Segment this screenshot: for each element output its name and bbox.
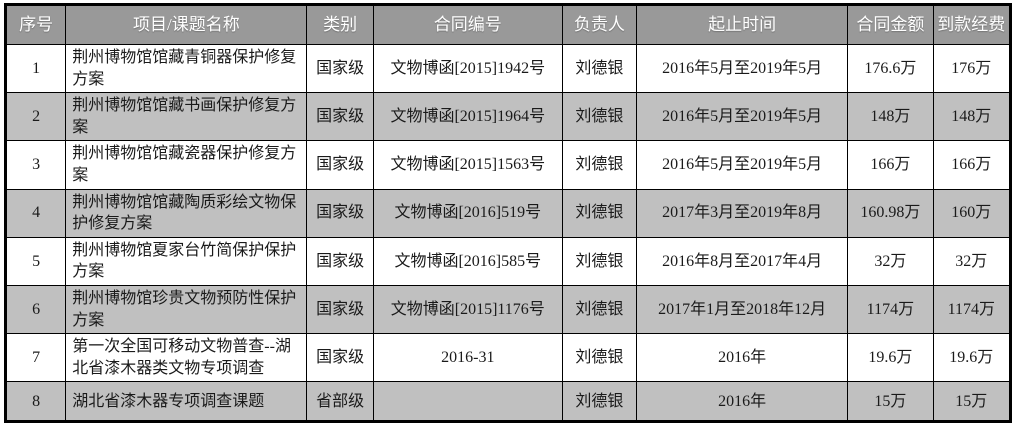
- cell-fund: 19.6万: [932, 333, 1012, 383]
- cell-fund: 176万: [932, 43, 1012, 94]
- cell-amount: 148万: [847, 92, 934, 142]
- cell-name: 荆州博物馆珍贵文物预防性保护方案: [65, 284, 308, 335]
- table-row: 2 荆州博物馆馆藏书画保护修复方案 国家级 文物博函[2015]1964号 刘德…: [4, 92, 1012, 142]
- cell-name: 荆州博物馆馆藏书画保护修复方案: [65, 92, 308, 142]
- table-row: 4 荆州博物馆馆藏陶质彩绘文物保护修复方案 国家级 文物博函[2016]519号…: [4, 188, 1012, 238]
- cell-period: 2017年3月至2019年8月: [636, 188, 849, 238]
- cell-amount: 160.98万: [847, 188, 934, 238]
- cell-name: 荆州博物馆馆藏瓷器保护修复方案: [65, 140, 308, 190]
- cell-amount: 15万: [847, 381, 934, 423]
- cell-contract: 文物博函[2016]519号: [372, 188, 563, 238]
- cell-index: 1: [4, 43, 67, 94]
- cell-amount: 32万: [847, 236, 934, 286]
- cell-leader: 刘德银: [561, 236, 638, 286]
- cell-leader: 刘德银: [561, 284, 638, 335]
- cell-category: 国家级: [306, 236, 374, 286]
- projects-table: 序号 项目/课题名称 类别 合同编号 负责人 起止时间 合同金额 到款经费 1 …: [4, 3, 1012, 424]
- cell-category: 国家级: [306, 140, 374, 190]
- cell-contract: [372, 381, 563, 423]
- column-header-fund: 到款经费: [932, 4, 1012, 45]
- cell-index: 6: [4, 284, 67, 335]
- cell-category: 国家级: [306, 92, 374, 142]
- cell-name: 荆州博物馆馆藏青铜器保护修复方案: [65, 43, 308, 94]
- header-row: 序号 项目/课题名称 类别 合同编号 负责人 起止时间 合同金额 到款经费: [4, 4, 1012, 45]
- cell-index: 2: [4, 92, 67, 142]
- column-header-contract: 合同编号: [372, 4, 563, 45]
- cell-period: 2016年5月至2019年5月: [636, 92, 849, 142]
- table-row: 5 荆州博物馆夏家台竹简保护保护方案 国家级 文物博函[2016]585号 刘德…: [4, 236, 1012, 286]
- cell-index: 5: [4, 236, 67, 286]
- cell-category: 国家级: [306, 284, 374, 335]
- cell-leader: 刘德银: [561, 92, 638, 142]
- cell-index: 7: [4, 333, 67, 383]
- cell-name: 湖北省漆木器专项调查课题: [65, 381, 308, 423]
- cell-period: 2017年1月至2018年12月: [636, 284, 849, 335]
- column-header-name: 项目/课题名称: [65, 4, 308, 45]
- cell-leader: 刘德银: [561, 333, 638, 383]
- cell-amount: 166万: [847, 140, 934, 190]
- cell-leader: 刘德银: [561, 140, 638, 190]
- cell-leader: 刘德银: [561, 43, 638, 94]
- cell-fund: 1174万: [932, 284, 1012, 335]
- cell-period: 2016年5月至2019年5月: [636, 140, 849, 190]
- cell-index: 3: [4, 140, 67, 190]
- table-row: 6 荆州博物馆珍贵文物预防性保护方案 国家级 文物博函[2015]1176号 刘…: [4, 284, 1012, 335]
- cell-leader: 刘德银: [561, 381, 638, 423]
- cell-amount: 19.6万: [847, 333, 934, 383]
- table-row: 1 荆州博物馆馆藏青铜器保护修复方案 国家级 文物博函[2015]1942号 刘…: [4, 43, 1012, 94]
- table-row: 3 荆州博物馆馆藏瓷器保护修复方案 国家级 文物博函[2015]1563号 刘德…: [4, 140, 1012, 190]
- table-header: 序号 项目/课题名称 类别 合同编号 负责人 起止时间 合同金额 到款经费: [4, 4, 1012, 45]
- column-header-period: 起止时间: [636, 4, 849, 45]
- cell-amount: 1174万: [847, 284, 934, 335]
- cell-fund: 166万: [932, 140, 1012, 190]
- column-header-category: 类别: [306, 4, 374, 45]
- table-row: 8 湖北省漆木器专项调查课题 省部级 刘德银 2016年 15万 15万: [4, 381, 1012, 423]
- cell-name: 第一次全国可移动文物普查--湖北省漆木器类文物专项调查: [65, 333, 308, 383]
- column-header-index: 序号: [4, 4, 67, 45]
- cell-period: 2016年: [636, 381, 849, 423]
- cell-contract: 2016-31: [372, 333, 563, 383]
- cell-fund: 32万: [932, 236, 1012, 286]
- cell-name: 荆州博物馆馆藏陶质彩绘文物保护修复方案: [65, 188, 308, 238]
- column-header-leader: 负责人: [561, 4, 638, 45]
- cell-contract: 文物博函[2015]1563号: [372, 140, 563, 190]
- table-body: 1 荆州博物馆馆藏青铜器保护修复方案 国家级 文物博函[2015]1942号 刘…: [4, 43, 1012, 423]
- cell-period: 2016年8月至2017年4月: [636, 236, 849, 286]
- cell-fund: 148万: [932, 92, 1012, 142]
- cell-period: 2016年: [636, 333, 849, 383]
- cell-contract: 文物博函[2016]585号: [372, 236, 563, 286]
- cell-category: 国家级: [306, 188, 374, 238]
- cell-fund: 15万: [932, 381, 1012, 423]
- cell-amount: 176.6万: [847, 43, 934, 94]
- column-header-amount: 合同金额: [847, 4, 934, 45]
- cell-period: 2016年5月至2019年5月: [636, 43, 849, 94]
- cell-index: 8: [4, 381, 67, 423]
- cell-category: 国家级: [306, 333, 374, 383]
- table-row: 7 第一次全国可移动文物普查--湖北省漆木器类文物专项调查 国家级 2016-3…: [4, 333, 1012, 383]
- cell-leader: 刘德银: [561, 188, 638, 238]
- cell-index: 4: [4, 188, 67, 238]
- cell-contract: 文物博函[2015]1176号: [372, 284, 563, 335]
- cell-fund: 160万: [932, 188, 1012, 238]
- cell-contract: 文物博函[2015]1964号: [372, 92, 563, 142]
- cell-category: 国家级: [306, 43, 374, 94]
- cell-name: 荆州博物馆夏家台竹简保护保护方案: [65, 236, 308, 286]
- cell-category: 省部级: [306, 381, 374, 423]
- cell-contract: 文物博函[2015]1942号: [372, 43, 563, 94]
